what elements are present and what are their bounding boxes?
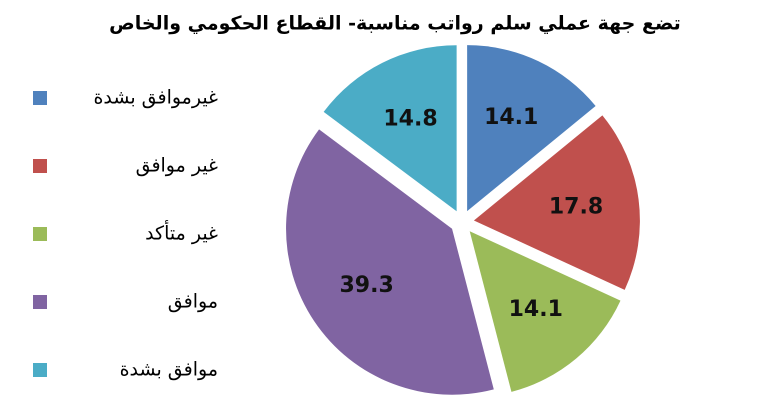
value-label: 14.1 xyxy=(509,297,563,322)
value-label: 17.8 xyxy=(549,194,603,219)
value-label: 14.8 xyxy=(383,106,437,131)
legend-swatch xyxy=(33,363,47,377)
legend-text: موافق بشدة xyxy=(120,359,218,381)
pie-slice xyxy=(473,115,640,290)
legend-text: موافق xyxy=(168,291,218,313)
pie-slice xyxy=(286,129,494,395)
legend-swatch xyxy=(33,295,47,309)
pie-slice xyxy=(323,45,457,212)
pie-slice xyxy=(467,45,596,212)
legend-text: غيرموافق بشدة xyxy=(93,87,218,109)
legend-text: غير موافق xyxy=(136,155,218,177)
value-label: 14.1 xyxy=(484,105,538,130)
pie-slice xyxy=(469,231,621,392)
legend-swatch xyxy=(33,227,47,241)
legend-text: غير متأكد xyxy=(145,220,218,245)
chart-title: تضع جهة عملي سلم رواتب مناسبة- القطاع ال… xyxy=(109,13,681,35)
value-label: 39.3 xyxy=(339,273,393,298)
legend-swatch xyxy=(33,91,47,105)
legend-swatch xyxy=(33,159,47,173)
